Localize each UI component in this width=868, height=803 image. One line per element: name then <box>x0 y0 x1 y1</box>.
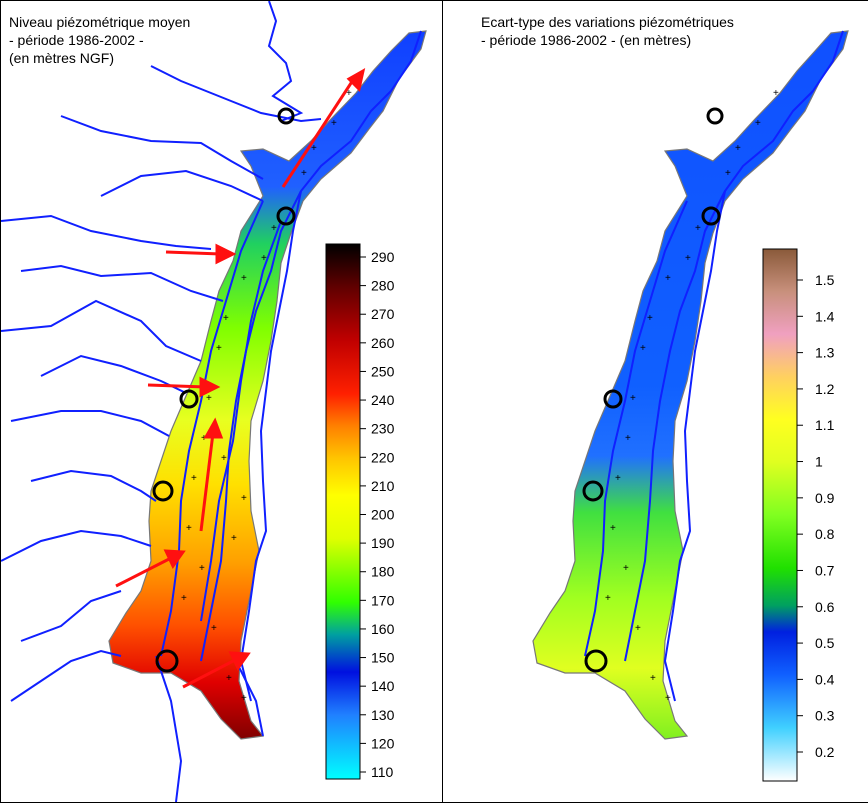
svg-text:+: + <box>261 253 267 264</box>
svg-text:+: + <box>331 118 337 129</box>
svg-text:+: + <box>650 673 656 684</box>
svg-text:+: + <box>630 393 636 404</box>
legend-right-tick-label: 1 <box>815 454 823 470</box>
title-line-3: (en mètres NGF) <box>9 50 115 66</box>
town-outlines <box>582 107 724 673</box>
svg-text:+: + <box>665 693 671 704</box>
legend-left-tick-label: 110 <box>371 764 394 780</box>
flow-arrows <box>115 68 366 689</box>
svg-text:+: + <box>605 593 611 604</box>
legend-left-tick-label: 130 <box>371 707 395 723</box>
legend-right-tick-label: 1.3 <box>815 345 835 361</box>
svg-text:+: + <box>199 563 205 574</box>
legend-left-tick-label: 230 <box>371 421 395 437</box>
svg-text:+: + <box>191 473 197 484</box>
svg-text:+: + <box>610 523 616 534</box>
legend-left-tick-label: 220 <box>371 449 395 465</box>
town-outlines <box>152 107 296 673</box>
svg-text:+: + <box>346 88 352 99</box>
svg-text:+: + <box>181 593 187 604</box>
legend-right-tick-label: 0.5 <box>815 635 835 651</box>
legend-ticks-left: 290 280 270 260 250 240 230 220 210 200 190 180 170 1… <box>360 249 395 780</box>
legend-colorbar <box>762 248 798 782</box>
map-panel-std-dev: Ecart-type des variations piézométriques… <box>442 1 868 802</box>
legend-left-tick-label: 140 <box>371 678 395 694</box>
legend-right-tick-label: 1.5 <box>815 272 835 288</box>
svg-text:+: + <box>311 143 317 154</box>
svg-text:+: + <box>625 433 631 444</box>
svg-text:+: + <box>221 453 227 464</box>
legend-ticks-right: 1.5 1.4 1.3 1.2 1.1 1 0.9 0.8 0.7 0.6 0.5 0.4 0.3 0.2 <box>797 272 835 760</box>
map-title-std-dev: Ecart-type des variations piézométriques… <box>481 13 734 49</box>
legend-right-tick-label: 0.4 <box>815 671 835 687</box>
legend-left-tick-label: 210 <box>371 478 395 494</box>
legend-left-tick-label: 250 <box>371 363 395 379</box>
legend-left-tick-label: 260 <box>371 335 395 351</box>
svg-text:+: + <box>695 223 701 234</box>
legend-right-tick-label: 0.9 <box>815 490 835 506</box>
legend-right-tick-label: 0.3 <box>815 708 835 724</box>
svg-text:+: + <box>231 533 237 544</box>
svg-text:+: + <box>301 168 307 179</box>
well-markers: + + + + + + + + + + + + + + + + + + <box>605 88 779 704</box>
svg-text:+: + <box>647 313 653 324</box>
title-line-1: Niveau piézométrique moyen <box>9 14 191 30</box>
map-right-svg: +++ +++ +++ +++ +++ +++ 1.51.41.31.21.11… <box>532 30 849 782</box>
svg-text:+: + <box>271 223 277 234</box>
svg-text:+: + <box>685 253 691 264</box>
aquifer-area <box>532 30 849 740</box>
legend-right-tick-label: 1.2 <box>815 381 835 397</box>
svg-text:+: + <box>665 273 671 284</box>
svg-text:+: + <box>186 523 192 534</box>
map-panel-mean-level: Niveau piézométrique moyen - période 198… <box>1 1 441 802</box>
svg-text:+: + <box>241 493 247 504</box>
svg-text:+: + <box>615 473 621 484</box>
map-left-svg: +++ +++ +++ +++ +++ +++ +++ <box>1 1 427 802</box>
svg-text:+: + <box>223 313 229 324</box>
river-network <box>1 1 422 802</box>
legend-left-tick-label: 170 <box>371 592 395 608</box>
legend-right-tick-label: 1.4 <box>815 308 835 324</box>
legend-right-tick-label: 0.8 <box>815 526 835 542</box>
svg-text:+: + <box>773 88 779 99</box>
svg-text:+: + <box>206 393 212 404</box>
svg-text:+: + <box>635 623 641 634</box>
legend-left-tick-label: 240 <box>371 392 395 408</box>
svg-text:+: + <box>755 118 761 129</box>
svg-text:+: + <box>735 143 741 154</box>
svg-text:+: + <box>211 623 217 634</box>
legend-left-tick-label: 180 <box>371 564 395 580</box>
svg-text:+: + <box>241 273 247 284</box>
title-line-1: Ecart-type des variations piézométriques <box>481 14 734 30</box>
svg-text:+: + <box>226 673 232 684</box>
svg-text:+: + <box>623 563 629 574</box>
legend-left-tick-label: 200 <box>371 507 395 523</box>
svg-text:+: + <box>725 168 731 179</box>
legend-left-tick-label: 290 <box>371 249 395 265</box>
legend-colorbar <box>325 243 361 780</box>
well-markers: +++ +++ +++ +++ +++ +++ +++ <box>181 88 352 704</box>
svg-text:+: + <box>640 343 646 354</box>
legend-left-tick-label: 270 <box>371 306 395 322</box>
svg-text:+: + <box>216 343 222 354</box>
legend-left-tick-label: 280 <box>371 278 395 294</box>
legend-left-tick-label: 120 <box>371 735 395 751</box>
svg-text:+: + <box>241 693 247 704</box>
legend-right-tick-label: 1.1 <box>815 417 835 433</box>
legend-right-tick-label: 0.6 <box>815 599 835 615</box>
river-network <box>584 30 844 702</box>
legend-right-tick-label: 0.2 <box>815 744 835 760</box>
legend-left-tick-label: 160 <box>371 621 395 637</box>
legend-right-tick-label: 0.7 <box>815 562 835 578</box>
title-line-2: - période 1986-2002 - <box>9 32 144 48</box>
legend-left-tick-label: 190 <box>371 535 395 551</box>
title-line-2: - période 1986-2002 - (en mètres) <box>481 32 692 48</box>
map-title-mean-level: Niveau piézométrique moyen - période 198… <box>9 13 190 67</box>
legend-left-tick-label: 150 <box>371 650 395 666</box>
